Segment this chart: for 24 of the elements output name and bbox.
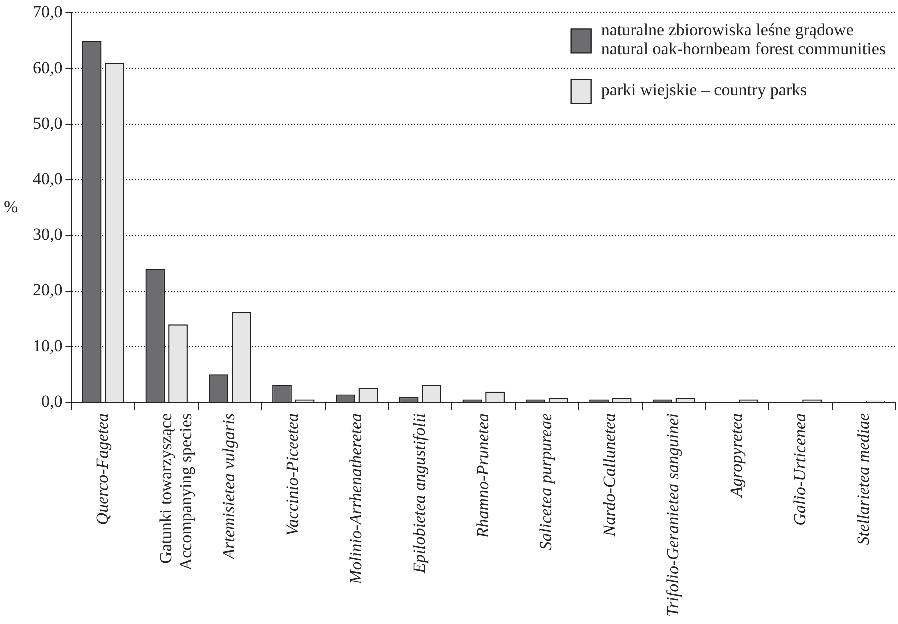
- y-tick-label: 0,0: [42, 392, 63, 411]
- x-tick-label: Querco-Fagetea: [92, 413, 112, 526]
- x-tick-label: Gatunki towarzyszące Accompanying species: [156, 413, 196, 571]
- y-tick-label: 30,0: [33, 225, 63, 244]
- x-tick-label: Salicetea purpureae: [536, 413, 556, 550]
- x-tick-label: Molinio-Arrhenatheretea: [346, 413, 366, 586]
- x-tick-label: Rhamno-Prunetea: [473, 413, 492, 540]
- y-axis-title: %: [4, 197, 18, 216]
- x-tick-label: Nardo-Callunetea: [600, 413, 620, 538]
- y-tick-label: 70,0: [33, 2, 63, 22]
- y-tick-label: 10,0: [33, 336, 63, 356]
- y-tick-label: 60,0: [33, 58, 63, 78]
- x-tick-label: Galio-Urticenea: [790, 413, 810, 526]
- y-tick-label: 20,0: [33, 280, 63, 300]
- x-tick-label: Artemisietea vulgaris: [220, 413, 239, 560]
- x-tick-label: Stellarietea mediae: [854, 413, 873, 546]
- x-tick-label: Agropyretea: [726, 413, 746, 498]
- x-tick-label: Trifolio-Geranietea sanguinei: [664, 413, 683, 618]
- x-tick-label: Vaccinio-Piceetea: [283, 413, 302, 536]
- y-tick-label: 50,0: [33, 114, 63, 133]
- legend-label: naturalne zbiorowiska leśne grądowe natural oak-hornbeam forest communities: [601, 20, 886, 59]
- x-tick-label: Epilobietea angustifolii: [410, 413, 429, 575]
- legend-label: parki wiejskie – country parks: [601, 80, 808, 100]
- y-tick-label: 40,0: [33, 170, 63, 189]
